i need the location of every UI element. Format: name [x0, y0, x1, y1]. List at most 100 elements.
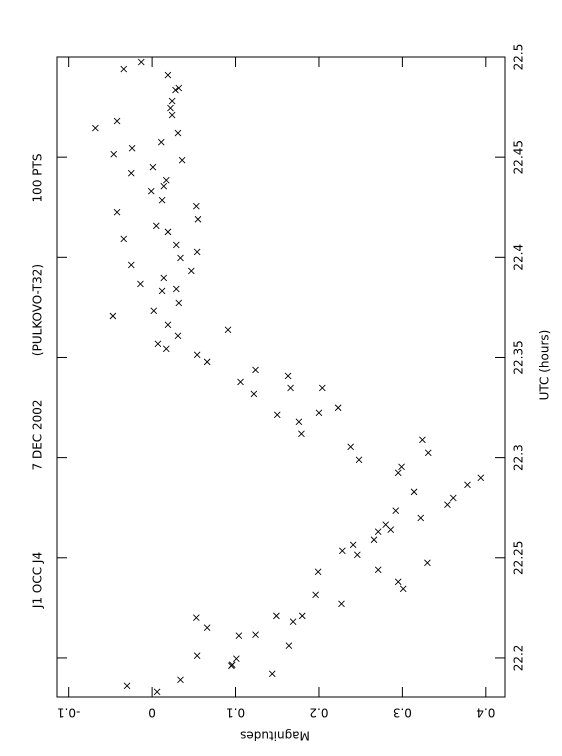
point [154, 340, 162, 348]
point [193, 351, 201, 359]
point [477, 474, 485, 482]
point [228, 661, 236, 669]
point [120, 65, 128, 73]
point [174, 129, 182, 137]
point [237, 378, 244, 386]
point [164, 71, 172, 79]
point [355, 456, 363, 464]
point [149, 163, 157, 171]
point [273, 612, 280, 620]
point [338, 600, 345, 608]
y-tick-label: 0.3 [393, 706, 412, 720]
point [233, 655, 240, 663]
plot-frame [56, 56, 506, 698]
x-tick-label: 22.3 [512, 444, 526, 471]
point [127, 261, 135, 269]
point [347, 443, 354, 451]
point [419, 436, 426, 444]
point [394, 469, 402, 477]
point [203, 358, 211, 366]
title-part: 100 PTS [31, 154, 45, 203]
point [120, 235, 128, 243]
point [314, 568, 322, 576]
point [137, 58, 145, 66]
point [158, 287, 166, 295]
point [172, 86, 179, 94]
point [235, 632, 243, 640]
point [273, 411, 281, 419]
point [387, 526, 395, 534]
point [284, 372, 292, 380]
y-tick-label: 0.1 [226, 706, 245, 720]
x-axis-label: UTC (hours) [538, 330, 552, 401]
point [153, 688, 161, 696]
point [193, 248, 201, 256]
point [157, 138, 165, 146]
point [410, 488, 418, 496]
point [444, 501, 451, 509]
point [177, 254, 184, 262]
point [162, 345, 170, 353]
point [398, 463, 405, 471]
point [158, 196, 166, 204]
point [424, 559, 431, 567]
point [168, 111, 176, 119]
point [295, 418, 303, 426]
y-tick-label: 0.2 [309, 706, 328, 720]
point [224, 326, 232, 334]
point [137, 280, 144, 288]
point [193, 652, 201, 660]
point [289, 618, 297, 626]
point [193, 202, 200, 210]
y-tick-label: 0 [148, 706, 156, 720]
point [178, 156, 186, 164]
point [334, 404, 342, 412]
x-tick-label: 22.2 [512, 645, 526, 672]
point [349, 541, 357, 549]
point [113, 208, 121, 216]
point [177, 676, 184, 684]
point [285, 642, 293, 650]
point [92, 124, 99, 132]
point [382, 521, 390, 529]
point [250, 390, 258, 398]
point [164, 321, 172, 329]
point [147, 187, 155, 195]
point [354, 551, 361, 559]
point [127, 169, 135, 177]
point [162, 176, 170, 184]
point [175, 299, 183, 307]
point [152, 222, 160, 230]
point [464, 481, 471, 489]
point [298, 430, 305, 438]
point [172, 285, 180, 293]
point [167, 104, 174, 112]
y-axis-label: Magnitudes [240, 729, 310, 743]
point [164, 228, 172, 236]
x-tick-label: 22.4 [512, 244, 526, 271]
x-tick-label: 22.35 [512, 340, 526, 374]
title-part: 7 DEC 2002 [31, 399, 45, 470]
point [424, 449, 432, 457]
point [318, 384, 326, 392]
point [268, 670, 276, 678]
x-tick-label: 22.5 [512, 44, 526, 71]
point [175, 84, 183, 92]
point [370, 536, 378, 544]
point [312, 591, 319, 599]
point [187, 267, 195, 275]
point [174, 332, 182, 340]
point [252, 631, 259, 639]
point [449, 494, 457, 502]
x-tick-label: 22.25 [512, 541, 526, 575]
point [298, 612, 306, 620]
point [399, 585, 407, 593]
point [160, 274, 168, 282]
point [417, 514, 425, 522]
point [150, 307, 158, 315]
title-part: (PULKOVO-T32) [31, 264, 45, 356]
point [193, 614, 200, 621]
point [252, 366, 259, 374]
point [128, 144, 136, 152]
point [203, 624, 211, 632]
